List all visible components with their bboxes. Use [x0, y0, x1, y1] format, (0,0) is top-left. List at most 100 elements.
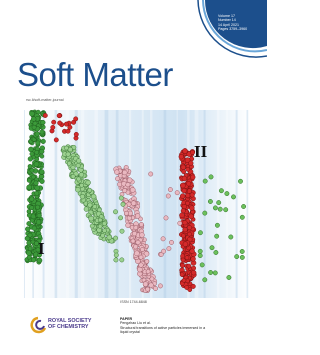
particle — [31, 175, 35, 179]
particle — [208, 199, 212, 203]
particle — [122, 170, 127, 175]
particle — [43, 113, 47, 117]
particle — [71, 174, 75, 178]
particle — [240, 255, 244, 259]
stripe — [177, 110, 178, 298]
particle — [219, 189, 223, 193]
particle — [71, 165, 75, 169]
particle — [79, 172, 84, 177]
particle — [149, 283, 154, 288]
journal-url: rsc.li/soft-matter-journal — [26, 98, 64, 102]
particle — [169, 240, 173, 244]
particle — [93, 205, 97, 209]
particle — [80, 194, 85, 199]
particle — [186, 182, 191, 187]
particle — [35, 150, 39, 154]
stripe — [236, 110, 238, 298]
particle — [88, 188, 92, 192]
particle — [187, 264, 191, 268]
particle — [181, 258, 185, 262]
particle — [29, 197, 34, 202]
particle — [86, 180, 91, 185]
particle — [145, 287, 149, 291]
particle — [203, 278, 207, 282]
particle — [235, 254, 239, 258]
particle — [130, 187, 135, 192]
particle — [149, 172, 153, 176]
particle — [181, 165, 186, 170]
particle — [31, 117, 36, 122]
particle — [30, 206, 34, 210]
particle — [238, 179, 242, 183]
stripe — [247, 110, 249, 298]
particle — [190, 193, 194, 197]
particle — [186, 167, 190, 171]
particle — [136, 240, 141, 245]
particle — [74, 117, 78, 121]
particle — [64, 146, 68, 150]
particle — [118, 216, 122, 220]
particle — [40, 130, 44, 134]
particle — [191, 284, 196, 289]
particle — [30, 168, 34, 172]
particle — [182, 148, 187, 153]
particle — [215, 234, 219, 238]
stripe — [24, 110, 25, 298]
particle — [224, 208, 228, 212]
particle — [75, 187, 80, 192]
particle — [27, 209, 31, 213]
particle — [182, 176, 187, 181]
particle — [27, 185, 32, 190]
particle — [122, 188, 126, 192]
particle — [182, 188, 187, 193]
particle — [41, 120, 46, 125]
particle — [74, 132, 78, 136]
particle — [191, 256, 196, 261]
particle — [90, 224, 94, 228]
particle — [98, 218, 102, 222]
particle — [198, 253, 202, 257]
particle — [120, 229, 124, 233]
particle — [57, 114, 61, 118]
particle — [158, 284, 162, 288]
particle — [180, 273, 184, 277]
particle — [101, 233, 105, 237]
particle — [200, 263, 204, 267]
particle — [187, 232, 191, 236]
particle — [84, 207, 89, 212]
particle — [127, 178, 132, 183]
particle — [30, 152, 34, 156]
particle — [29, 111, 34, 116]
particle — [139, 222, 143, 226]
particle — [91, 194, 96, 199]
stripe — [116, 110, 119, 298]
particle — [191, 270, 196, 275]
particle — [139, 233, 144, 238]
particle — [178, 221, 182, 225]
particle — [209, 175, 213, 179]
particle — [203, 179, 207, 183]
particle — [214, 250, 218, 254]
issn: ISSN 1744-6848 — [0, 300, 267, 304]
particle — [31, 258, 36, 263]
particle — [40, 179, 45, 184]
particle — [41, 139, 46, 144]
particle — [210, 246, 214, 250]
particle — [28, 157, 33, 162]
particle — [54, 138, 58, 142]
particle — [27, 221, 31, 225]
particle — [35, 185, 40, 190]
particle — [28, 147, 33, 152]
particle — [126, 223, 131, 228]
particle — [51, 125, 55, 129]
particle — [107, 235, 112, 240]
particle — [76, 158, 81, 163]
particle — [145, 259, 149, 263]
article-title: Structural transitions of active particl… — [120, 326, 210, 335]
particle — [231, 195, 235, 199]
particle — [66, 152, 71, 157]
particle — [192, 266, 196, 270]
particle — [35, 157, 39, 161]
page: {"cover": { "issue_info": ["Volume 17", … — [0, 0, 267, 355]
particle — [28, 233, 32, 237]
